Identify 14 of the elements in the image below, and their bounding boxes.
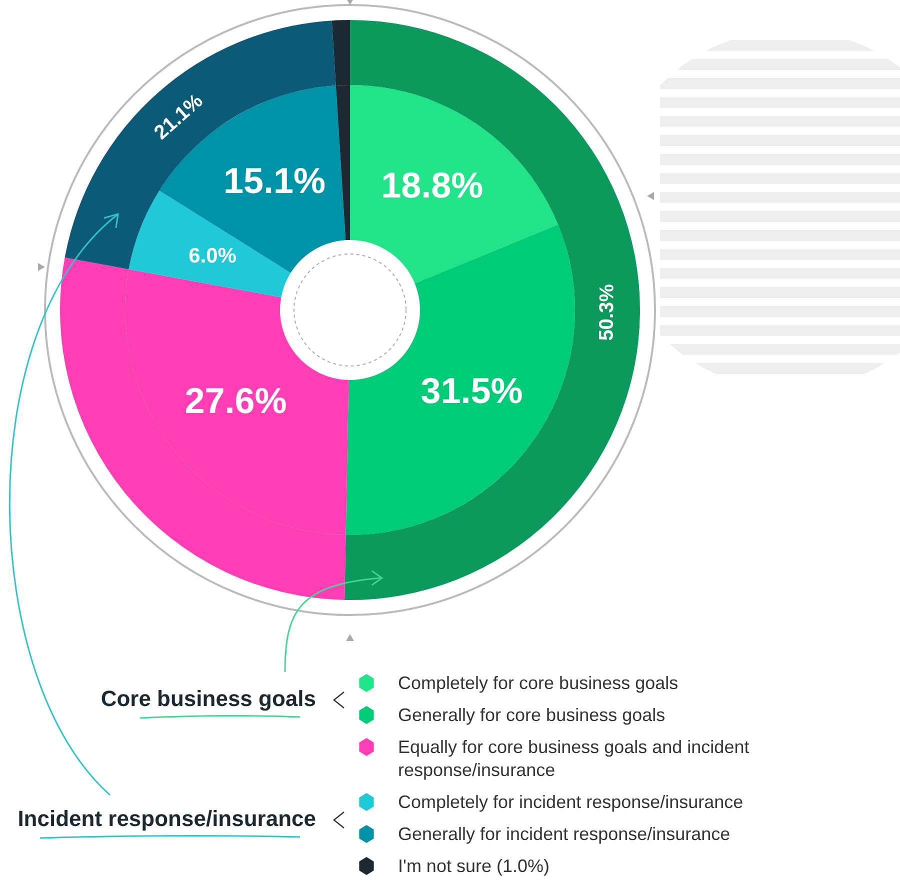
data-label: 27.6% [184,380,287,422]
legend-label: Completely for incident response/insurance [398,791,744,814]
data-label: 18.8% [381,164,484,206]
legend-label: Generally for incident response/insurance [398,823,732,846]
data-label: 15.1% [223,160,326,202]
data-label: 6.0% [188,244,237,268]
legend-label: Equally for core business goals and incident response/insurance [398,736,750,782]
data-label: 50.3% [596,284,618,341]
legend-label: I'm not sure (1.0%) [398,855,550,878]
text: Core business goals [100,686,316,712]
data-label: 31.5% [420,370,523,412]
legend-label: Generally for core business goals [398,704,666,727]
legend-label: Completely for core business goals [398,672,680,695]
text: Incident response/insurance [18,806,316,832]
